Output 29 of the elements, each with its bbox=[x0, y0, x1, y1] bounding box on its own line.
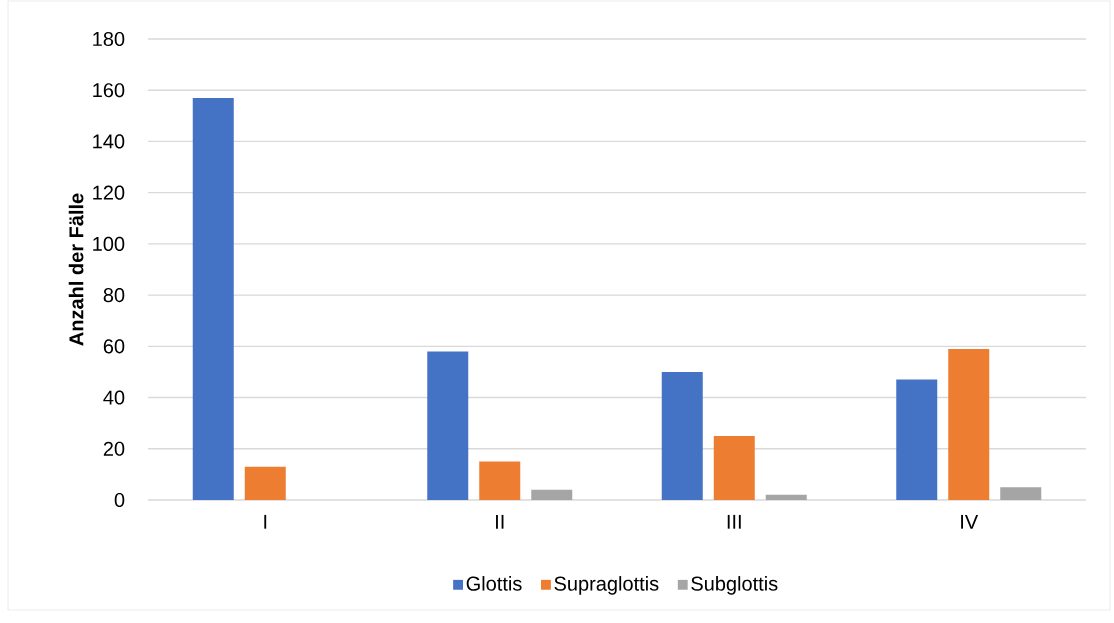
y-tick-label: 60 bbox=[103, 339, 125, 354]
bar bbox=[531, 489, 573, 500]
bar bbox=[765, 494, 807, 500]
legend-label: Supraglottis bbox=[554, 576, 659, 595]
y-tick-label: 160 bbox=[93, 83, 125, 98]
y-tick-label: 180 bbox=[93, 31, 125, 47]
x-tick-label: I bbox=[264, 514, 267, 529]
y-tick-label: 100 bbox=[93, 236, 125, 251]
bar bbox=[479, 461, 521, 500]
y-tick-label: 140 bbox=[93, 134, 125, 149]
y-tick-label: 120 bbox=[93, 185, 125, 200]
y-axis-title: Anzahl der Fälle bbox=[68, 193, 84, 346]
y-tick-label: 20 bbox=[103, 441, 125, 456]
legend-label: Glottis bbox=[466, 576, 522, 591]
y-tick-label: 80 bbox=[103, 288, 125, 303]
bar bbox=[896, 379, 938, 500]
y-tick-label: 40 bbox=[103, 390, 125, 405]
legend-label: Subglottis bbox=[691, 576, 778, 595]
bar bbox=[713, 435, 755, 500]
x-tick-label: III bbox=[727, 514, 741, 529]
bar bbox=[1000, 487, 1042, 500]
bar bbox=[192, 97, 234, 500]
x-tick-label: IV bbox=[961, 514, 979, 529]
x-tick-label: II bbox=[496, 514, 504, 529]
bar bbox=[427, 351, 469, 500]
bar bbox=[244, 466, 286, 500]
bar bbox=[948, 348, 990, 500]
y-tick-label: 0 bbox=[114, 492, 125, 508]
bar bbox=[661, 371, 703, 500]
